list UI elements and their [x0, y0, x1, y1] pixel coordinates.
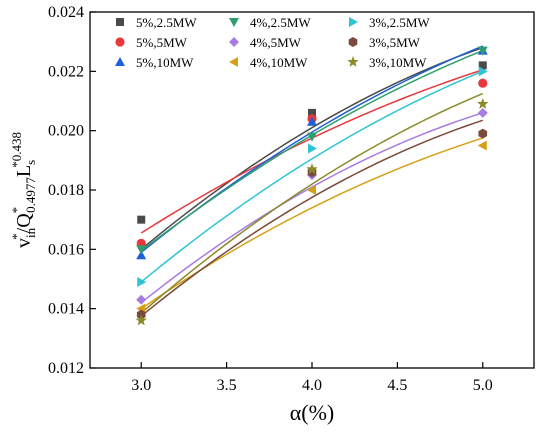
marker-triangle-left	[477, 140, 487, 151]
fit-curve	[140, 119, 484, 317]
marker-triangle-right	[308, 143, 317, 154]
marker-square	[308, 108, 316, 117]
marker-circle	[115, 37, 125, 47]
marker-square	[478, 61, 487, 70]
legend-label: 4%,2.5MW	[250, 15, 311, 30]
marker-triangle-right	[137, 276, 147, 287]
svg-text:vin*/Q*0.4977Ls*0.438: vin*/Q*0.4977Ls*0.438	[9, 132, 38, 248]
legend: 5%,2.5MW 5%,5MW 5%,10MW 4%,2.5MW 4%,5MW 4%,10…	[115, 15, 430, 70]
legend-label: 4%,10MW	[250, 55, 308, 70]
y-axis-title: vin*/Q*0.4977Ls*0.438	[9, 132, 38, 248]
legend-label: 4%,5MW	[250, 35, 302, 50]
x-tick-label: 3.5	[217, 377, 237, 394]
marker-star	[306, 163, 318, 175]
marker-triangle-left	[307, 185, 316, 195]
legend-label: 5%,10MW	[136, 55, 194, 70]
fit-curve	[140, 70, 484, 283]
marker-triangle-up	[136, 250, 147, 260]
y-tick-label: 0.014	[48, 301, 84, 318]
marker-triangle-up	[115, 57, 125, 66]
legend-label: 3%,10MW	[369, 55, 427, 70]
y-tick-label: 0.022	[48, 63, 84, 80]
marker-star	[135, 314, 147, 326]
x-tick-label: 4.5	[387, 377, 407, 394]
y-tick-label: 0.020	[48, 123, 84, 140]
legend-label: 5%,2.5MW	[136, 15, 197, 30]
marker-diamond	[477, 107, 488, 118]
marker-triangle-down	[477, 46, 488, 56]
marker-hexagon	[478, 128, 488, 139]
fit-curves	[140, 45, 484, 317]
x-tick-label: 4.0	[302, 377, 322, 394]
y-tick-label: 0.018	[48, 182, 84, 199]
marker-star	[477, 97, 489, 109]
fit-curve	[140, 46, 484, 250]
marker-diamond	[136, 294, 147, 305]
y-axis: 0.012 0.014 0.016 0.018 0.020 0.022 0.024	[48, 4, 96, 377]
marker-triangle-down	[229, 18, 239, 27]
data-points	[135, 45, 489, 326]
legend-label: 3%,2.5MW	[369, 15, 430, 30]
marker-triangle-down	[307, 132, 317, 142]
marker-triangle-up	[307, 116, 317, 126]
marker-diamond	[229, 37, 239, 47]
y-tick-label: 0.024	[48, 4, 84, 21]
marker-circle	[478, 78, 488, 88]
marker-triangle-down	[136, 245, 147, 255]
marker-square	[116, 18, 124, 26]
y-tick-label: 0.016	[48, 241, 84, 258]
x-axis: 3.0 3.5 4.0 4.5 5.0	[131, 362, 493, 394]
marker-triangle-right	[349, 17, 358, 27]
marker-hexagon	[348, 37, 358, 47]
marker-square	[137, 215, 146, 224]
marker-triangle-left	[229, 57, 238, 67]
x-axis-title: α(%)	[290, 400, 335, 425]
fit-curve	[140, 92, 484, 314]
x-tick-label: 5.0	[473, 377, 493, 394]
marker-triangle-right	[478, 66, 488, 77]
legend-label: 3%,5MW	[369, 35, 421, 50]
marker-star	[347, 56, 359, 67]
x-tick-label: 3.0	[131, 377, 151, 394]
legend-label: 5%,5MW	[136, 35, 188, 50]
fit-curve	[140, 112, 483, 304]
y-tick-label: 0.012	[48, 360, 84, 377]
